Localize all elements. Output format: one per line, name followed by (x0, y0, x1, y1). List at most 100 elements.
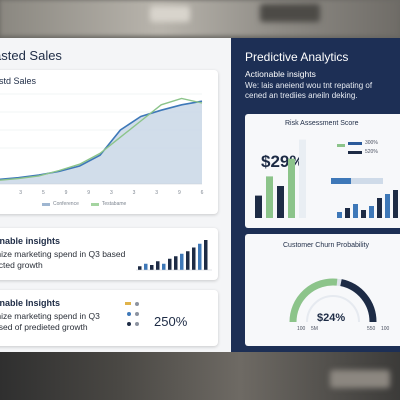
risk-small-bar (393, 190, 398, 218)
risk-small-bar (345, 208, 350, 218)
legend-label: Conference (53, 201, 79, 207)
legend-swatch (90, 202, 99, 206)
dot-icon (135, 302, 139, 306)
panel-subtitle: Actionable insights (245, 69, 316, 79)
legend-item-conference: Conference (42, 201, 79, 207)
chart-legend: Conference Testabame (42, 201, 126, 207)
risk-small-bar (369, 206, 374, 218)
gauge-fill-green (289, 278, 338, 323)
dot-icon (135, 312, 139, 316)
x-tick-label: 3 (133, 190, 136, 196)
risk-bar-chart (255, 139, 398, 218)
insight-text: mize marketing spend in Q3 ased of predi… (0, 311, 144, 333)
risk-small-bar (377, 198, 382, 218)
x-tick-label: 9 (178, 190, 181, 196)
insight-line: ected growth (0, 260, 43, 270)
gauge-tick: 100 (381, 326, 390, 332)
insight-title: onable insights (0, 236, 61, 246)
risk-bar (277, 186, 284, 218)
mini-bar (144, 263, 148, 270)
description-line: We: lais aneiend wou tnt repating of (245, 81, 373, 90)
risk-small-bar (337, 212, 342, 218)
legend-swatch (348, 151, 362, 154)
risk-small-bar (385, 194, 390, 218)
background-shelf (260, 4, 320, 22)
panel-description: We: lais aneiend wou tnt repating of cen… (245, 81, 400, 101)
description-line: cened an trediies aneiln deking. (245, 91, 358, 100)
x-tick-label: 9 (65, 190, 68, 196)
mini-bar (138, 266, 142, 270)
mini-bar (204, 240, 208, 270)
x-tick-label: 9 (87, 190, 90, 196)
risk-title: Risk Assessment Score (285, 120, 359, 127)
mini-bar (162, 263, 166, 270)
line-series-green (0, 97, 203, 181)
legend-item: 520% (348, 148, 378, 157)
panel-title: Predictive Analytics (245, 50, 349, 64)
insight-line: mize marketing spend in Q3 (0, 311, 100, 321)
gauge-tick: 550 (367, 326, 376, 332)
churn-title: Customer Churn Probability (283, 242, 369, 249)
insight-card-1: onable insights mize marketing spend in … (0, 228, 218, 280)
predictive-analytics-panel: Predictive Analytics Actionable insights… (231, 38, 400, 352)
customer-churn-card: Customer Churn Probability $24% 100 5M 5… (245, 234, 400, 346)
risk-bar (288, 158, 295, 218)
line-series-blue (0, 100, 203, 181)
mini-bar (192, 247, 196, 270)
gauge-fill-navy (340, 279, 377, 323)
legend-item-testabame: Testabame (90, 201, 127, 207)
panel-title: asted Sales (0, 48, 62, 63)
legend-label: 520% (365, 149, 378, 155)
background-desk (330, 370, 390, 388)
insight-line: ased of predieted growth (0, 322, 88, 332)
legend-swatch (348, 142, 362, 145)
sales-dashboard-panel: asted Sales astd Sales 9359933396 Confer… (0, 38, 231, 352)
x-tick-label: 6 (201, 190, 204, 196)
background-top (0, 0, 400, 36)
mini-bar (150, 265, 154, 270)
gauge-tick: 5M (311, 326, 318, 332)
insight-card-2: onable Insights mize marketing spend in … (0, 290, 218, 346)
insight-percent: 250% (154, 314, 188, 329)
mini-bar (186, 251, 190, 270)
insight-text: mize marketing spend in Q3 based ected g… (0, 249, 144, 271)
risk-hbar (331, 178, 383, 184)
churn-gauge (289, 278, 377, 323)
sales-line-chart: 9359933396 (0, 93, 204, 196)
sales-chart-card: astd Sales 9359933396 Conference Testaba… (0, 70, 218, 214)
mini-bar (174, 256, 178, 270)
risk-assessment-card: Risk Assessment Score $29% 300% 520% (245, 114, 400, 228)
risk-bar (299, 139, 306, 218)
risk-marker (337, 144, 345, 147)
mini-bar (180, 253, 184, 270)
dot-icon (127, 312, 131, 316)
mini-bar (156, 261, 160, 270)
legend-label: 300% (365, 140, 378, 146)
risk-bar (255, 195, 262, 218)
dot-icon (135, 322, 139, 326)
legend-item: 300% (348, 139, 378, 148)
churn-percent: $24% (317, 312, 346, 324)
risk-legend: 300% 520% (348, 139, 378, 157)
x-tick-label: 5 (42, 190, 45, 196)
risk-small-bar (353, 204, 358, 218)
legend-swatch (42, 202, 50, 206)
mini-bar (168, 258, 172, 270)
mini-bar (198, 243, 202, 270)
background-window (150, 6, 190, 22)
dot-icon (127, 322, 131, 326)
area-series (0, 101, 202, 184)
risk-bar (266, 176, 273, 218)
dot-icon (125, 302, 131, 305)
legend-label: Testabame (101, 201, 127, 207)
gauge-inner (306, 295, 360, 323)
mini-bar-chart (136, 240, 212, 271)
chart-title: astd Sales (0, 76, 37, 86)
gauge-tick: 100 (297, 326, 306, 332)
risk-hbar-fill (331, 178, 351, 184)
x-tick-label: 3 (110, 190, 113, 196)
x-tick-label: 3 (155, 190, 158, 196)
insight-line: mize marketing spend in Q3 based (0, 249, 126, 259)
risk-small-bar (361, 210, 366, 218)
x-tick-label: 3 (19, 190, 22, 196)
